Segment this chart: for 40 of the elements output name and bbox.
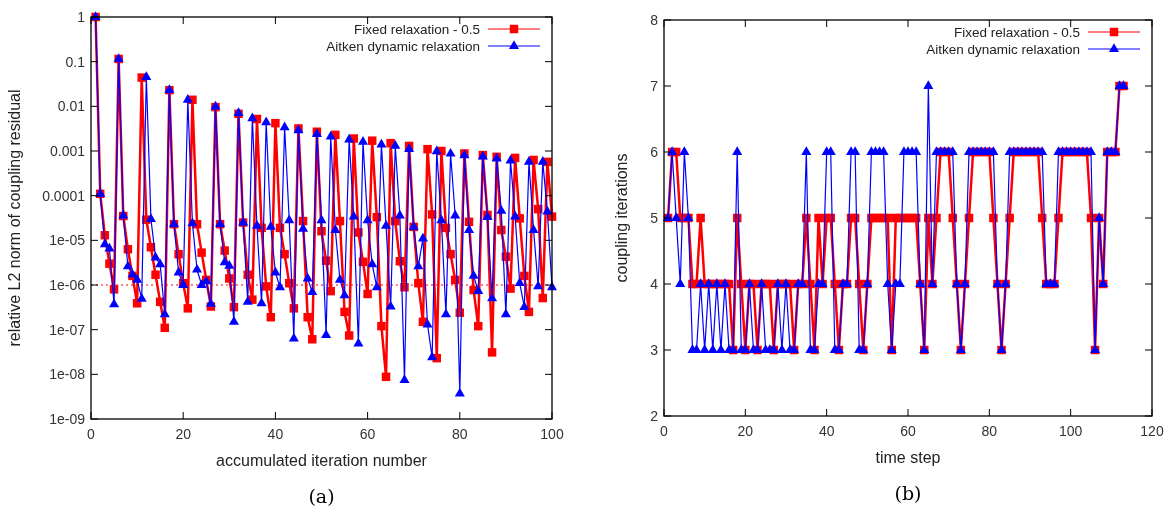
legend-label: Aitken dynamic relaxation bbox=[326, 39, 480, 54]
y-tick-label: 1e-08 bbox=[49, 366, 86, 383]
y-tick-label: 0.0001 bbox=[42, 187, 86, 204]
y-tick-label: 1e-06 bbox=[49, 277, 86, 293]
y-tick-label: 1e-07 bbox=[49, 321, 86, 338]
legend-label: Fixed relaxation - 0.5 bbox=[353, 22, 480, 37]
y-tick-label: 2 bbox=[650, 408, 659, 424]
x-tick-label: 120 bbox=[1140, 423, 1164, 439]
x-tick-label: 80 bbox=[981, 423, 998, 439]
x-axis-title: accumulated iteration number bbox=[216, 452, 428, 469]
text: (b) bbox=[894, 482, 922, 504]
y-tick-label: 8 bbox=[650, 12, 659, 28]
text: (a) bbox=[308, 485, 335, 507]
x-tick-label: 60 bbox=[900, 423, 916, 439]
x-tick-label: 60 bbox=[359, 426, 376, 442]
y-tick-label: 4 bbox=[650, 276, 659, 292]
y-tick-label: 1e-09 bbox=[49, 411, 86, 427]
legend-label: Aitken dynamic relaxation bbox=[926, 42, 1080, 57]
y-axis-title: relative L2 norm of coupling residual bbox=[6, 89, 23, 347]
x-tick-label: 0 bbox=[660, 423, 669, 439]
y-tick-label: 0.1 bbox=[65, 53, 86, 70]
x-tick-label: 0 bbox=[87, 426, 96, 442]
x-tick-label: 20 bbox=[737, 423, 754, 439]
legend-label: Fixed relaxation - 0.5 bbox=[953, 25, 1080, 40]
y-tick-label: 1e-05 bbox=[49, 232, 86, 249]
x-tick-label: 100 bbox=[1058, 423, 1083, 439]
x-tick-label: 100 bbox=[540, 426, 564, 442]
y-tick-label: 7 bbox=[650, 78, 659, 94]
x-tick-label: 40 bbox=[818, 423, 835, 439]
y-tick-label: 0.01 bbox=[57, 98, 86, 115]
y-tick-label: 6 bbox=[650, 144, 659, 160]
x-tick-label: 80 bbox=[452, 426, 468, 442]
y-axis-title: coupling iterations bbox=[613, 153, 630, 283]
x-tick-label: 40 bbox=[267, 426, 284, 442]
x-tick-label: 20 bbox=[175, 426, 192, 442]
y-tick-label: 3 bbox=[650, 342, 659, 358]
y-tick-label: 5 bbox=[650, 210, 659, 226]
x-axis-title: time step bbox=[875, 449, 941, 466]
y-tick-label: 0.001 bbox=[49, 143, 86, 159]
y-tick-label: 1 bbox=[77, 9, 86, 25]
